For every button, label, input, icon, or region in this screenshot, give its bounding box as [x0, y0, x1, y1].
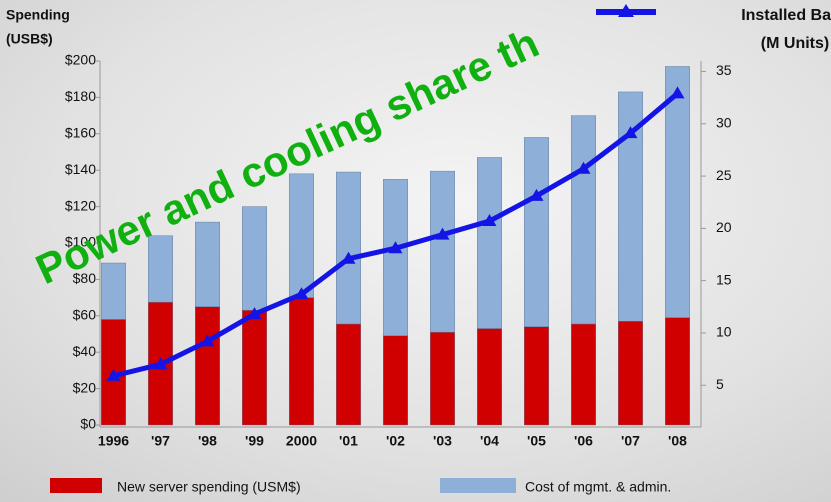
y2-axis-label: (M Units)	[761, 35, 829, 52]
bar-segment	[477, 157, 501, 328]
x-tick-label: '03	[433, 433, 452, 449]
bar-segment	[383, 336, 407, 425]
y2-tick-label: 35	[716, 62, 732, 78]
y-tick-label: $160	[65, 125, 96, 141]
bar-segment	[383, 179, 407, 336]
y2-tick-label: 15	[716, 271, 732, 287]
y2-tick-label: 5	[716, 376, 724, 392]
y-tick-label: $0	[80, 416, 96, 432]
y-tick-label: $40	[73, 343, 97, 359]
legend-label: New server spending (USM$)	[117, 479, 301, 495]
y-tick-label: $180	[65, 88, 96, 104]
bar-segment	[524, 137, 548, 326]
x-tick-label: 1996	[98, 433, 129, 449]
y2-tick-label: 30	[716, 114, 732, 130]
bar-segment	[571, 324, 595, 425]
bar-segment	[524, 327, 548, 425]
x-tick-label: '07	[621, 433, 640, 449]
legend-label: Installed Base	[741, 7, 831, 24]
x-tick-label: '04	[480, 433, 499, 449]
chart: Spending (USB$) (M Units) $0$20$40$60$80…	[0, 0, 831, 502]
y-axis-label: (USB$)	[6, 31, 53, 47]
bar-segment	[336, 324, 360, 425]
x-tick-label: '99	[245, 433, 264, 449]
y-tick-label: $60	[73, 307, 97, 323]
y-tick-label: $200	[65, 52, 96, 68]
legend-label: Cost of mgmt. & admin.	[525, 479, 671, 495]
bar-segment	[618, 321, 642, 425]
y-axis-label: Spending	[6, 7, 70, 23]
bar-segment	[195, 222, 219, 307]
bar-segment	[242, 310, 266, 425]
bar-segment	[430, 332, 454, 425]
bar-segment	[430, 171, 454, 332]
x-tick-label: '97	[151, 433, 170, 449]
bar-segment	[336, 172, 360, 324]
bar-segment	[665, 66, 689, 317]
legend-swatch	[50, 478, 102, 493]
bar-segment	[242, 207, 266, 311]
x-tick-label: 2000	[286, 433, 317, 449]
bar-segment	[571, 116, 595, 324]
bar-segment	[195, 307, 219, 425]
y2-tick-label: 10	[716, 324, 732, 340]
bar-segment	[665, 318, 689, 425]
y-tick-label: $140	[65, 161, 96, 177]
x-tick-label: '02	[386, 433, 405, 449]
bar-segment	[289, 174, 313, 298]
bar-segment	[477, 329, 501, 425]
y2-tick-label: 20	[716, 219, 732, 235]
x-tick-label: '08	[668, 433, 687, 449]
x-tick-label: '06	[574, 433, 593, 449]
x-tick-label: '98	[198, 433, 217, 449]
bar-segment	[101, 263, 125, 319]
y-tick-label: $20	[73, 379, 97, 395]
bar-segment	[148, 236, 172, 302]
y-tick-label: $120	[65, 197, 96, 213]
y2-tick-label: 25	[716, 167, 732, 183]
legend-swatch	[440, 478, 516, 493]
bar-segment	[289, 298, 313, 425]
x-tick-label: '05	[527, 433, 546, 449]
x-tick-label: '01	[339, 433, 358, 449]
